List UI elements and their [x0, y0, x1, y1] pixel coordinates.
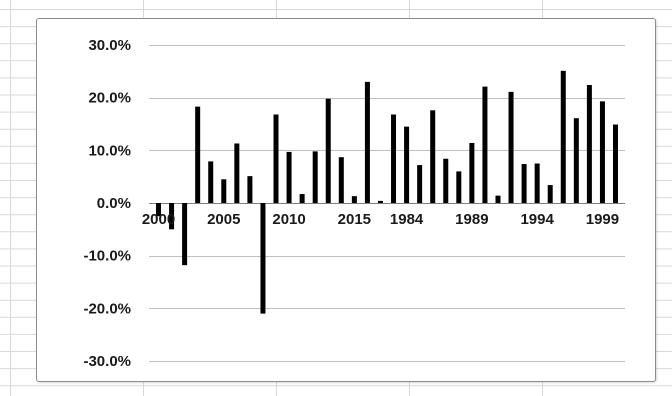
x-tick-label: 2015 — [338, 211, 371, 228]
bar[interactable] — [469, 142, 475, 203]
bar[interactable] — [521, 164, 527, 203]
bar[interactable] — [495, 195, 501, 203]
x-tick-label: 1989 — [455, 211, 488, 228]
bar[interactable] — [338, 157, 344, 203]
bar[interactable] — [364, 81, 370, 203]
bar[interactable] — [534, 163, 540, 204]
x-axis-labels: 2000 2005 2010 2015 1984 1989 1994 1999 — [142, 211, 619, 228]
bar[interactable] — [273, 114, 279, 203]
y-tick-label: 30.0% — [88, 37, 131, 54]
bar[interactable] — [247, 176, 253, 203]
y-tick-label: 10.0% — [88, 142, 131, 159]
x-tick-label: 1999 — [586, 211, 619, 228]
x-tick-label: 2010 — [272, 211, 305, 228]
x-tick-label: 2005 — [207, 211, 240, 228]
bar-chart: 30.0% 20.0% 10.0% 0.0% -10.0% -20.0% -30.0% 20… — [83, 37, 625, 370]
bar[interactable] — [586, 85, 592, 203]
bar[interactable] — [208, 161, 214, 203]
bar[interactable] — [430, 110, 436, 203]
bar[interactable] — [221, 179, 227, 203]
y-tick-label: -20.0% — [83, 300, 131, 317]
chart-area[interactable]: 30.0% 20.0% 10.0% 0.0% -10.0% -20.0% -30.0% 20… — [36, 18, 656, 382]
y-tick-label: 0.0% — [97, 195, 131, 212]
bar[interactable] — [234, 143, 240, 203]
bar[interactable] — [443, 158, 449, 203]
bar[interactable] — [417, 165, 423, 203]
bar[interactable] — [404, 126, 410, 203]
bar[interactable] — [286, 151, 292, 203]
bar[interactable] — [195, 106, 201, 203]
x-tick-label: 1984 — [390, 211, 424, 228]
bar[interactable] — [560, 70, 566, 203]
y-axis-labels: 30.0% 20.0% 10.0% 0.0% -10.0% -20.0% -30.0% — [83, 37, 131, 370]
y-tick-label: 20.0% — [88, 90, 131, 107]
bar[interactable] — [391, 114, 397, 203]
bar[interactable] — [613, 124, 618, 203]
bar[interactable] — [156, 203, 161, 217]
bar[interactable] — [182, 203, 188, 266]
bar[interactable] — [299, 194, 305, 203]
bar-series — [156, 70, 618, 314]
bar[interactable] — [169, 203, 175, 230]
x-tick-label: 1994 — [520, 211, 554, 228]
x-tick-label: 2000 — [142, 211, 175, 228]
bar[interactable] — [325, 98, 331, 203]
bar[interactable] — [456, 171, 462, 203]
bar[interactable] — [547, 185, 553, 203]
bar[interactable] — [260, 203, 266, 314]
bar[interactable] — [482, 86, 488, 203]
bar[interactable] — [599, 101, 605, 203]
bar[interactable] — [508, 91, 514, 203]
bar[interactable] — [312, 151, 318, 203]
y-tick-label: -30.0% — [83, 353, 131, 370]
bar[interactable] — [377, 200, 383, 203]
gridlines — [149, 45, 625, 362]
y-tick-label: -10.0% — [83, 248, 131, 265]
bar[interactable] — [351, 196, 357, 203]
bar[interactable] — [573, 118, 579, 203]
